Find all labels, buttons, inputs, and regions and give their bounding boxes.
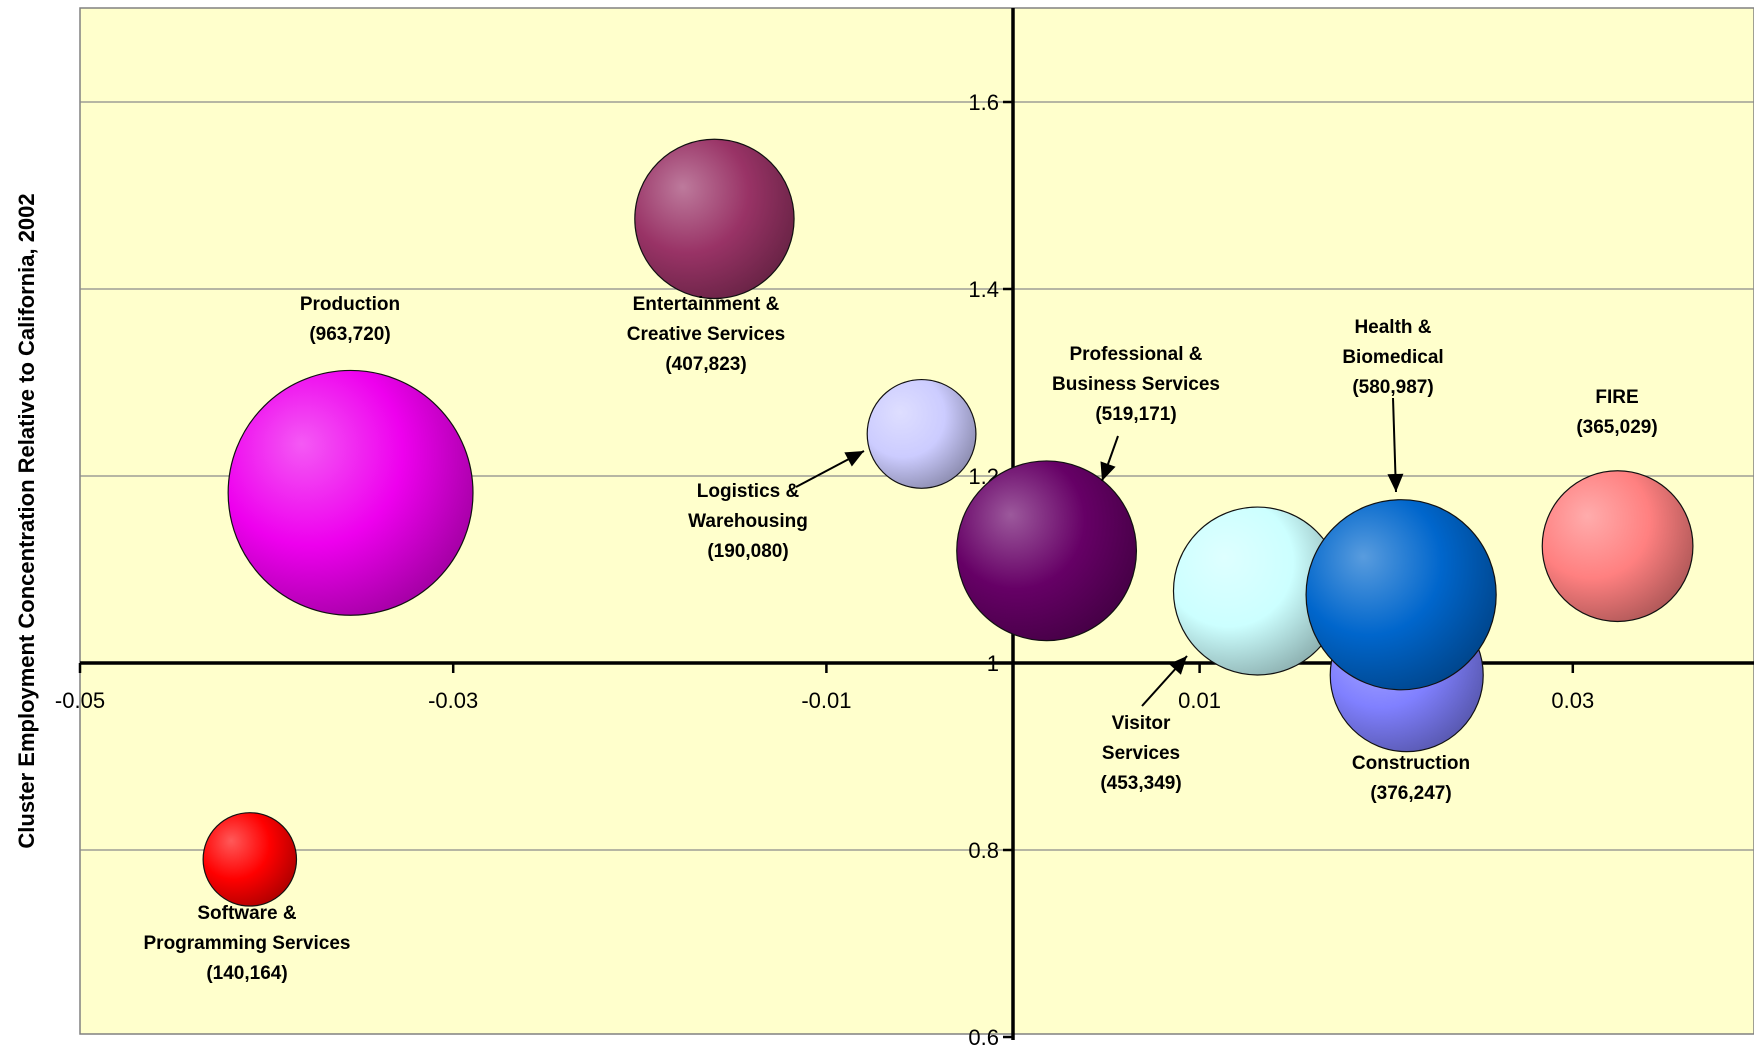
label-line: Software & (197, 903, 297, 924)
label-line: (519,171) (1095, 404, 1176, 425)
label-line: Logistics & (697, 481, 800, 502)
label-line: (407,823) (665, 354, 746, 375)
arrow-visitor (1141, 655, 1188, 707)
arrow-logistics (795, 450, 865, 488)
label-line: Warehousing (688, 511, 808, 532)
label-construction: Construction (376,247) (1352, 753, 1470, 804)
label-line: (453,349) (1100, 773, 1181, 794)
x-tick-label: 0.03 (1551, 688, 1594, 713)
bubble-software-and-programming-services (202, 812, 298, 907)
arrow-health (1387, 397, 1404, 493)
label-logistics-and-warehousing: Logistics & Warehousing (190,080) (688, 481, 808, 562)
label-professional-and-business-services: Professional & Business Services (519,171) (1052, 344, 1220, 425)
label-line: Services (1102, 743, 1180, 764)
y-tick-label: 0.6 (968, 1025, 999, 1046)
leader-arrows (795, 397, 1404, 707)
label-entertainment-and-creative-services: Entertainment & Creative Services (407,823… (627, 294, 785, 375)
bubble-logistics-and-warehousing (866, 378, 977, 489)
label-line: (963,720) (309, 324, 390, 345)
bubbles (202, 138, 1694, 907)
label-line: Production (300, 294, 400, 315)
bubble-production (227, 369, 474, 616)
label-line: Health & (1354, 317, 1431, 338)
label-line: FIRE (1595, 387, 1638, 408)
x-tick-label: -0.03 (428, 688, 478, 713)
arrow-professional (1100, 435, 1119, 482)
label-line: Professional & (1069, 344, 1202, 365)
y-axis-label: Cluster Employment Concentration Relativ… (14, 193, 39, 848)
label-line: Visitor (1112, 713, 1171, 734)
bubble-fire (1541, 470, 1694, 623)
label-fire: FIRE (365,029) (1576, 387, 1657, 438)
label-line: (376,247) (1370, 783, 1451, 804)
y-tick-label: 1.6 (968, 90, 999, 115)
label-line: Business Services (1052, 374, 1220, 395)
label-line: (580,987) (1352, 377, 1433, 398)
label-health-and-biomedical: Health & Biomedical (580,987) (1342, 317, 1443, 398)
bubble-entertainment-and-creative-services (634, 138, 795, 300)
bubble-labels: Production (963,720) Entertainment & Creati… (144, 294, 1658, 984)
label-line: Construction (1352, 753, 1470, 774)
label-line: Biomedical (1342, 347, 1443, 368)
label-line: (190,080) (707, 541, 788, 562)
bubble-health-and-biomedical (1305, 499, 1497, 691)
y-tick-label: 1 (987, 651, 999, 676)
label-line: Programming Services (144, 933, 351, 954)
label-line: Creative Services (627, 324, 785, 345)
x-tick-label: -0.05 (55, 688, 105, 713)
label-software-and-programming-services: Software & Programming Services (140,164) (144, 903, 351, 984)
label-visitor-services: Visitor Services (453,349) (1100, 713, 1181, 794)
x-tick-label: 0.01 (1178, 688, 1221, 713)
label-production: Production (963,720) (300, 294, 400, 345)
x-tick-label: -0.01 (801, 688, 851, 713)
y-tick-label: 1.4 (968, 277, 999, 302)
label-line: (365,029) (1576, 417, 1657, 438)
label-line: Entertainment & (633, 294, 780, 315)
tick-labels: -0.05 -0.03 -0.01 0.01 0.030.60.811.21.41.6 (55, 90, 1594, 1046)
label-line: (140,164) (206, 963, 287, 984)
bubble-professional-and-business-services (956, 460, 1138, 642)
y-tick-label: 0.8 (968, 838, 999, 863)
